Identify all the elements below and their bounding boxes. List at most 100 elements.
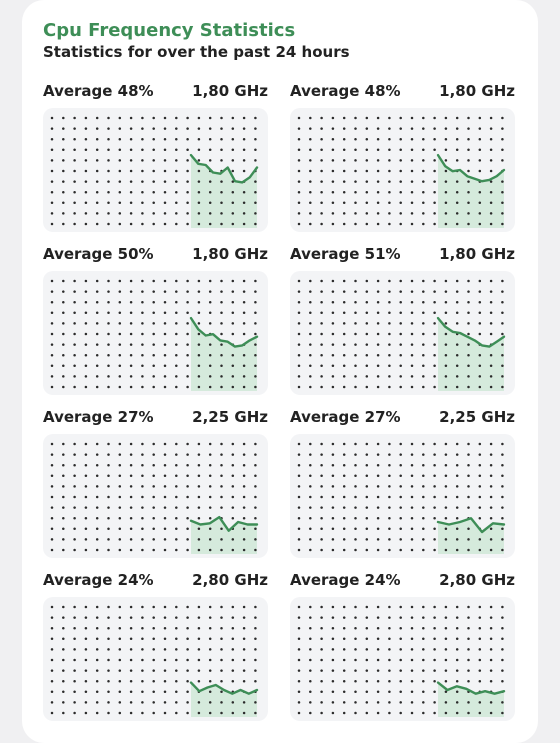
grid-dot (297, 290, 301, 293)
grid-dot (208, 679, 212, 683)
grid-dot (118, 538, 122, 541)
grid-dot (118, 648, 122, 651)
grid-dot (331, 148, 335, 152)
grid-dot (365, 116, 369, 120)
grid-dot (467, 538, 470, 541)
grid-dot (163, 637, 167, 641)
grid-dot (376, 516, 380, 520)
grid-dot (254, 300, 257, 304)
grid-dot (95, 626, 99, 630)
grid-dot (129, 453, 133, 456)
grid-dot (73, 300, 76, 304)
grid-dot (388, 290, 391, 293)
grid-dot (197, 279, 201, 283)
grid-dot (433, 300, 436, 304)
grid-dot (254, 222, 257, 226)
grid-dot (399, 548, 402, 552)
grid-dot (141, 322, 144, 325)
grid-dot (309, 679, 312, 683)
grid-dot (129, 637, 133, 641)
grid-dot (501, 701, 504, 704)
grid-dot (399, 474, 402, 478)
grid-dot (242, 474, 246, 478)
frequency-label: 2,25 GHz (439, 408, 515, 426)
grid-dot (478, 605, 482, 609)
grid-dot (467, 605, 470, 609)
grid-dot (129, 506, 133, 509)
grid-dot (354, 701, 357, 704)
grid-dot (231, 169, 235, 173)
grid-dot (129, 463, 133, 467)
grid-dot (118, 212, 122, 215)
grid-dot (455, 538, 459, 541)
grid-dot (309, 180, 312, 183)
grid-dot (220, 701, 223, 704)
grid-dot (444, 711, 448, 715)
grid-dot (422, 385, 425, 389)
grid-dot (242, 648, 246, 651)
grid-dot (163, 516, 167, 520)
grid-dot (320, 343, 323, 346)
grid-dot (84, 190, 88, 194)
grid-dot (365, 669, 369, 672)
grid-dot (129, 385, 133, 389)
grid-dot (141, 711, 144, 715)
grid-dot (95, 159, 99, 162)
grid-dot (444, 626, 448, 630)
grid-dot (433, 495, 436, 499)
grid-dot (376, 137, 380, 141)
grid-dot (399, 290, 402, 293)
grid-dot (455, 626, 459, 630)
grid-dot (73, 385, 76, 389)
grid-dot (297, 701, 301, 704)
grid-dot (365, 453, 369, 456)
grid-dot (129, 679, 133, 683)
grid-dot (444, 116, 448, 120)
grid-dot (455, 201, 459, 205)
grid-dot (118, 453, 122, 456)
grid-dot (242, 322, 246, 325)
grid-dot (152, 180, 155, 183)
grid-dot (62, 375, 65, 378)
grid-dot (309, 322, 312, 325)
grid-dot (152, 385, 155, 389)
grid-dot (50, 180, 54, 183)
grid-dot (118, 516, 122, 520)
grid-dot (95, 516, 99, 520)
grid-dot (422, 290, 425, 293)
grid-dot (365, 495, 369, 499)
grid-dot (129, 343, 133, 346)
grid-dot (297, 669, 301, 672)
grid-dot (186, 637, 189, 641)
grid-dot (186, 364, 189, 368)
grid-dot (254, 701, 257, 704)
grid-dot (388, 679, 391, 683)
grid-dot (50, 516, 54, 520)
grid-dot (410, 548, 414, 552)
grid-dot (129, 127, 133, 130)
grid-dot (297, 463, 301, 467)
grid-dot (186, 679, 189, 683)
grid-dot (433, 442, 436, 446)
grid-dot (467, 495, 470, 499)
grid-dot (186, 495, 189, 499)
grid-dot (478, 701, 482, 704)
grid-dot (433, 538, 436, 541)
grid-dot (297, 474, 301, 478)
grid-dot (163, 616, 167, 619)
grid-dot (141, 332, 144, 336)
grid-dot (73, 637, 76, 641)
grid-dot (489, 279, 493, 283)
grid-dot (501, 495, 504, 499)
grid-dot (297, 485, 301, 488)
grid-dot (331, 127, 335, 130)
grid-dot (220, 679, 223, 683)
grid-dot (388, 385, 391, 389)
grid-dot (309, 201, 312, 205)
grid-dot (220, 442, 223, 446)
grid-dot (231, 290, 235, 293)
grid-dot (152, 626, 155, 630)
grid-dot (84, 538, 88, 541)
grid-dot (152, 495, 155, 499)
grid-dot (444, 658, 448, 662)
